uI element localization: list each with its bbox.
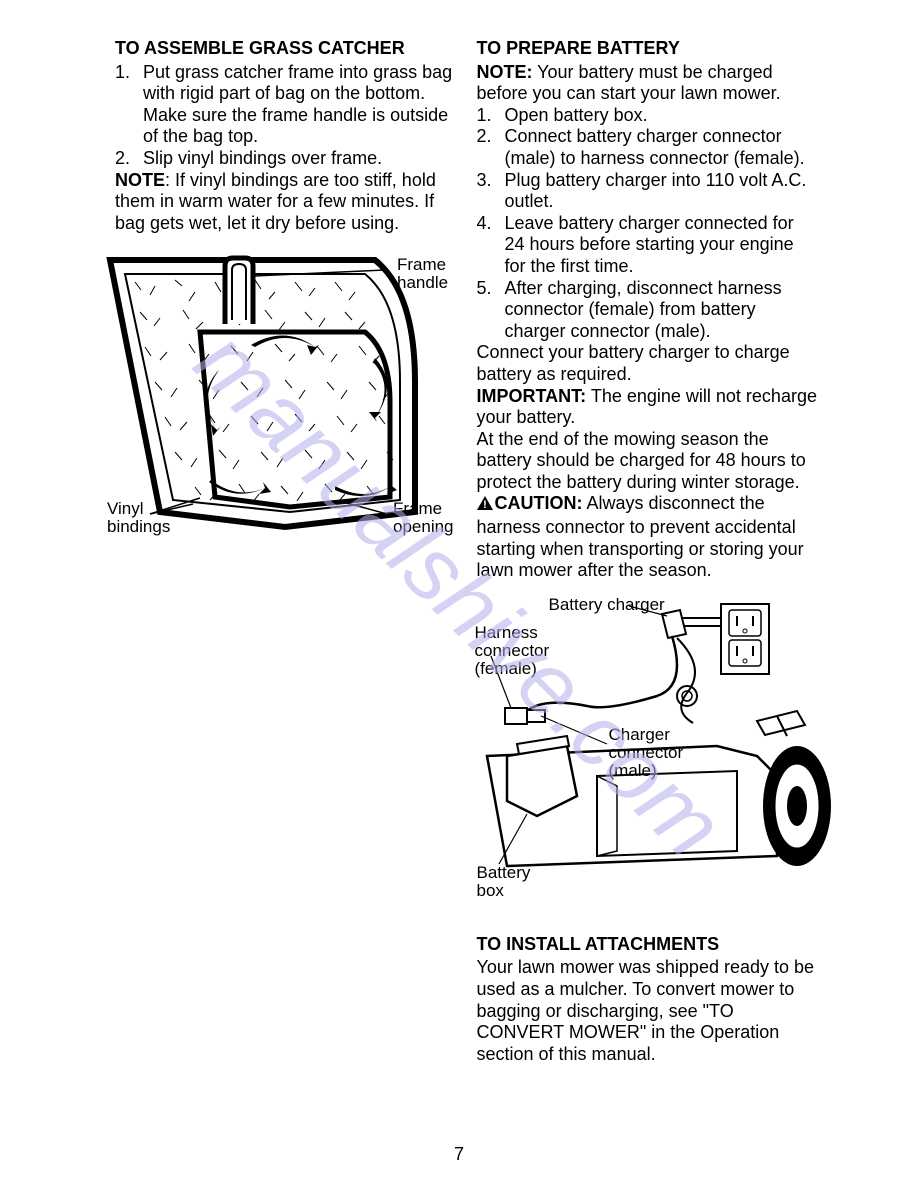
list-item: 3.Plug battery charger into 110 volt A.C… (477, 170, 819, 213)
label-battery-charger: Battery charger (549, 596, 665, 614)
list-item: 1. Put grass catcher frame into grass ba… (115, 62, 457, 148)
heading-install-attachments: TO INSTALL ATTACHMENTS (477, 934, 819, 956)
battery-note-paragraph: NOTE: Your battery must be charged befor… (477, 62, 819, 105)
figure-grass-catcher: Framehandle Vinylbindings Frameopening (115, 252, 457, 542)
season-text: At the end of the mowing season the batt… (477, 429, 819, 494)
connect-text: Connect your battery charger to charge b… (477, 342, 819, 385)
list-number: 1. (115, 62, 143, 148)
two-column-layout: TO ASSEMBLE GRASS CATCHER 1. Put grass c… (115, 38, 818, 1065)
list-number: 2. (115, 148, 143, 170)
label-harness-connector: Harnessconnector(female) (475, 624, 550, 678)
note-paragraph: NOTE: If vinyl bindings are too stiff, h… (115, 170, 457, 235)
label-vinyl-bindings: Vinylbindings (107, 500, 170, 536)
list-text: Put grass catcher frame into grass bag w… (143, 62, 457, 148)
right-column: TO PREPARE BATTERY NOTE: Your battery mu… (477, 38, 819, 1065)
list-text: Leave battery charger connected for 24 h… (505, 213, 819, 278)
page-number: 7 (454, 1144, 464, 1166)
list-number: 1. (477, 105, 505, 127)
warning-icon: ! (477, 495, 493, 517)
figure-battery: Battery charger Harnessconnector(female)… (477, 596, 819, 906)
heading-assemble-grass-catcher: TO ASSEMBLE GRASS CATCHER (115, 38, 457, 60)
list-number: 3. (477, 170, 505, 213)
battery-steps-list: 1.Open battery box. 2.Connect battery ch… (477, 105, 819, 343)
list-item: 2.Connect battery charger connector (mal… (477, 126, 819, 169)
label-charger-connector: Chargerconnector(male) (609, 726, 684, 780)
heading-prepare-battery: TO PREPARE BATTERY (477, 38, 819, 60)
list-text: After charging, disconnect harness conne… (505, 278, 819, 343)
list-item: 1.Open battery box. (477, 105, 819, 127)
list-text: Slip vinyl bindings over frame. (143, 148, 457, 170)
label-battery-box: Batterybox (477, 864, 531, 900)
left-column: TO ASSEMBLE GRASS CATCHER 1. Put grass c… (115, 38, 457, 1065)
note-label: NOTE: (477, 62, 533, 82)
list-item: 5.After charging, disconnect harness con… (477, 278, 819, 343)
list-number: 4. (477, 213, 505, 278)
important-label: IMPORTANT: (477, 386, 587, 406)
label-frame-opening: Frameopening (393, 500, 454, 536)
important-paragraph: IMPORTANT: The engine will not recharge … (477, 386, 819, 429)
list-number: 2. (477, 126, 505, 169)
attachments-text: Your lawn mower was shipped ready to be … (477, 957, 819, 1065)
note-label: NOTE (115, 170, 165, 190)
list-item: 2. Slip vinyl bindings over frame. (115, 148, 457, 170)
caution-paragraph: ! CAUTION: Always disconnect the harness… (477, 493, 819, 581)
assemble-steps-list: 1. Put grass catcher frame into grass ba… (115, 62, 457, 170)
list-item: 4.Leave battery charger connected for 24… (477, 213, 819, 278)
list-number: 5. (477, 278, 505, 343)
label-frame-handle: Framehandle (397, 256, 448, 292)
list-text: Open battery box. (505, 105, 819, 127)
caution-label: CAUTION: (495, 493, 583, 513)
svg-text:!: ! (483, 499, 487, 511)
list-text: Plug battery charger into 110 volt A.C. … (505, 170, 819, 213)
list-text: Connect battery charger connector (male)… (505, 126, 819, 169)
